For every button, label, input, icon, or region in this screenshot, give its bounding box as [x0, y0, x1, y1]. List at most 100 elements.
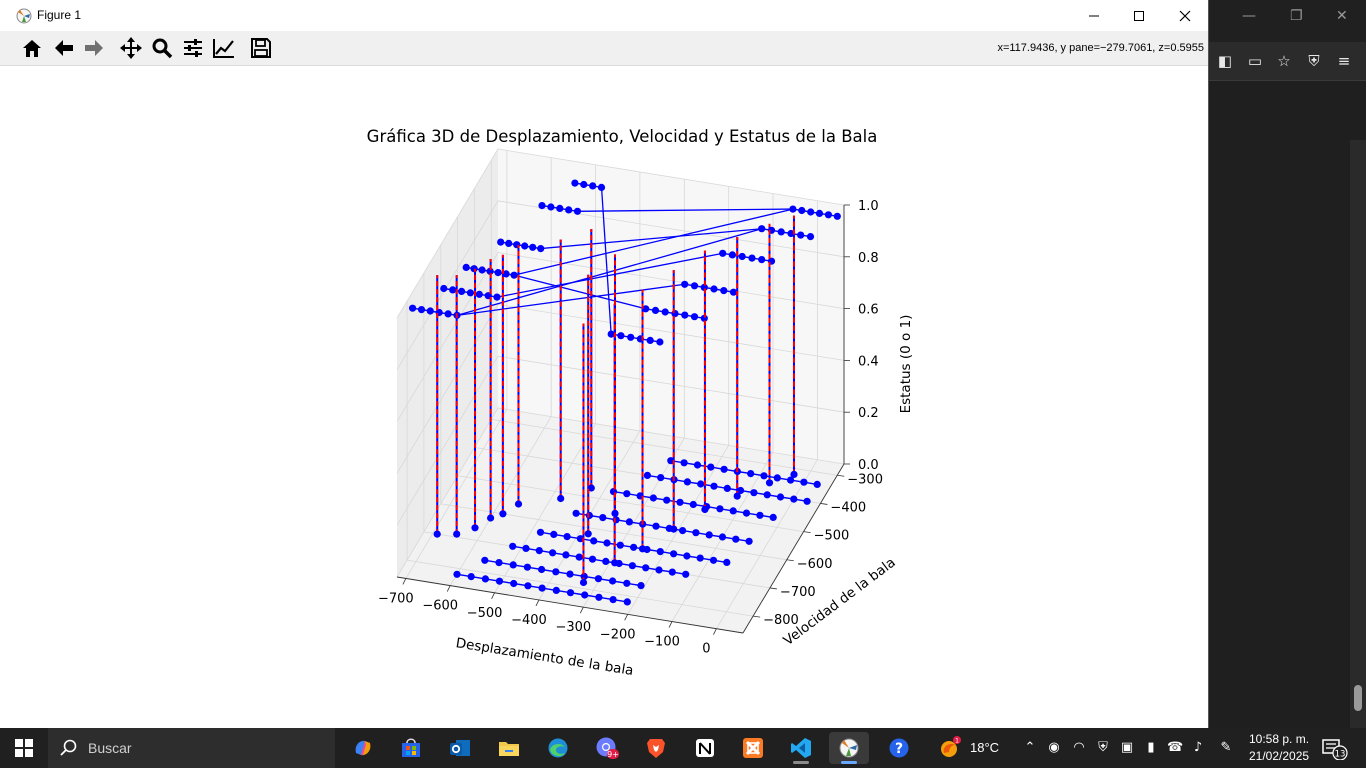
scrollbar-thumb[interactable]	[1354, 685, 1362, 711]
drop-point	[790, 470, 798, 478]
network-icon[interactable]: ☎	[1167, 740, 1184, 755]
high-row-point	[538, 202, 546, 210]
weather-widget[interactable]: 1 18°C	[936, 732, 1006, 764]
high-row-point	[681, 311, 689, 319]
title-bar: Figure 1	[0, 0, 1208, 31]
clock-time[interactable]: 10:58 p. m.	[1249, 732, 1310, 746]
bg-restore-icon[interactable]: ❐	[1290, 8, 1303, 24]
low-row-point	[509, 542, 517, 550]
low-row-point	[693, 461, 702, 469]
low-row-point	[705, 531, 713, 539]
start-button[interactable]	[0, 728, 48, 768]
background-titlebar: — ❐ ✕	[1208, 0, 1366, 36]
low-row-point	[697, 480, 705, 488]
low-row-point	[595, 593, 603, 601]
drop-point	[638, 545, 647, 553]
outlook-app[interactable]	[440, 732, 480, 764]
low-row-point	[803, 497, 811, 505]
wifi-icon[interactable]: ◠	[1073, 740, 1085, 755]
drop-point	[514, 500, 523, 508]
search-placeholder: Buscar	[88, 740, 132, 756]
outlook-icon	[450, 740, 470, 756]
maximize-icon	[1134, 10, 1144, 21]
figure-canvas[interactable]: Gráfica 3D de Desplazamiento, Velocidad …	[8, 66, 1208, 728]
bg-minimize-icon[interactable]: —	[1242, 8, 1256, 24]
low-row-point	[655, 566, 663, 574]
brave-app[interactable]	[636, 732, 676, 764]
low-row-point	[657, 474, 665, 482]
y-tick-mark	[753, 615, 761, 618]
shield-icon[interactable]: ⛨	[1308, 52, 1320, 70]
home-button[interactable]	[19, 35, 45, 61]
maximize-button[interactable]	[1116, 0, 1162, 31]
svg-text:?: ?	[895, 741, 903, 757]
high-row-point	[710, 285, 718, 293]
record-icon[interactable]: ◉	[1048, 740, 1060, 755]
low-row-point	[732, 535, 740, 543]
app-badge: 9+	[607, 750, 619, 759]
clock-date[interactable]: 21/02/2025	[1249, 749, 1310, 763]
low-row-point	[642, 564, 650, 572]
store-app[interactable]	[391, 732, 431, 764]
low-row-point	[603, 539, 611, 547]
connector-line	[540, 228, 762, 250]
menu-icon[interactable]: ≡	[1337, 52, 1351, 70]
camera-icon[interactable]: ▣	[1120, 740, 1134, 755]
sidebar-icon[interactable]: ◧	[1217, 52, 1233, 70]
microphone-icon[interactable]: ▮	[1147, 740, 1155, 755]
pan-button[interactable]	[118, 35, 144, 61]
background-toolbar: ◧ ▭ ☆ ⛨ ≡	[1208, 42, 1366, 81]
search-box[interactable]: Buscar	[48, 728, 335, 768]
low-row-point	[670, 550, 678, 558]
low-row-point	[723, 558, 731, 566]
high-row-point	[547, 203, 555, 211]
volume-icon[interactable]: ♪	[1193, 740, 1203, 755]
z-axis-label: Estatus (0 o 1)	[898, 315, 914, 414]
close-button[interactable]	[1162, 0, 1208, 31]
wallet-icon[interactable]: ▭	[1247, 52, 1263, 70]
tick-labels: −700 −600 −500 −400 −300 −200 −100 0 −800 −700 −60…	[378, 199, 883, 657]
chrome-app[interactable]: 9+	[587, 732, 627, 764]
y-tick-mark	[769, 587, 777, 590]
notion-app[interactable]	[685, 732, 725, 764]
favorites-icon[interactable]: ☆	[1277, 52, 1291, 70]
high-row-point	[748, 254, 756, 262]
back-pane	[498, 149, 844, 464]
minimize-button[interactable]	[1071, 0, 1117, 31]
background-scrollbar[interactable]	[1350, 140, 1366, 728]
left-pane	[397, 149, 498, 577]
bg-close-icon[interactable]: ✕	[1336, 8, 1348, 24]
high-row-point	[617, 332, 625, 340]
drop-point	[611, 559, 619, 567]
edge-app[interactable]	[538, 732, 578, 764]
edit-axes-button[interactable]	[211, 35, 237, 61]
high-row-line	[574, 182, 602, 189]
configure-subplots-button[interactable]	[180, 35, 206, 61]
drop-point	[471, 524, 479, 532]
zoom-button[interactable]	[149, 35, 175, 61]
chevron-up-icon[interactable]: ⌃	[1024, 740, 1036, 755]
save-button[interactable]	[248, 35, 274, 61]
high-row-point	[729, 288, 738, 296]
vscode-app[interactable]	[781, 732, 821, 764]
file-explorer-app[interactable]	[489, 732, 529, 764]
x-tick-label: −300	[555, 620, 591, 635]
high-row-point	[661, 308, 669, 316]
matplotlib-app[interactable]	[829, 732, 869, 764]
forward-button[interactable]	[81, 35, 107, 61]
drop-point	[611, 509, 619, 517]
matplotlib-icon	[16, 8, 32, 24]
low-row-point	[609, 577, 617, 585]
xampp-app[interactable]	[733, 732, 773, 764]
pen-icon[interactable]: ✎	[1220, 740, 1232, 755]
back-button[interactable]	[51, 35, 77, 61]
low-row-point	[616, 541, 624, 549]
chart-3d[interactable]: Gráfica 3D de Desplazamiento, Velocidad …	[8, 66, 1208, 728]
taskbar: Buscar	[0, 728, 1366, 768]
help-app[interactable]: ?	[879, 732, 919, 764]
security-shield-icon[interactable]: ⛨	[1098, 740, 1108, 755]
background-content	[1208, 81, 1366, 728]
notification-center[interactable]: 13	[1322, 738, 1348, 761]
copilot-app[interactable]	[343, 732, 383, 764]
low-row-point	[680, 459, 688, 467]
